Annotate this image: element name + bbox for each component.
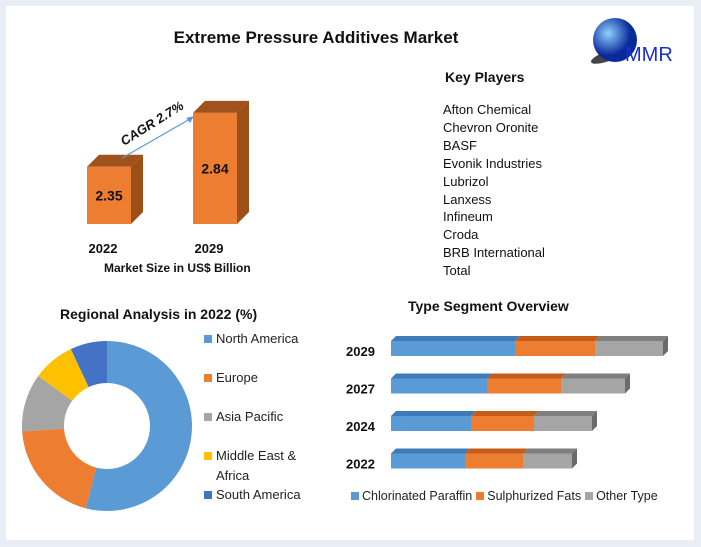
- bar-side: [237, 100, 249, 224]
- legend-swatch: [204, 413, 212, 421]
- cagr-arrow: [121, 118, 191, 159]
- segment-top: [534, 411, 597, 416]
- key-player-item: Croda: [443, 227, 479, 243]
- bar-end: [663, 336, 668, 356]
- page-title: Extreme Pressure Additives Market: [173, 28, 459, 47]
- svg-text:MMR: MMR: [625, 44, 673, 66]
- segment-chlorinated-paraffin: [391, 341, 515, 356]
- legend-item: Chlorinated Paraffin: [351, 489, 472, 503]
- type-segment-chart: 2029 2027 2024 2022: [346, 336, 668, 472]
- key-players-heading: Key Players: [445, 69, 525, 85]
- legend-swatch: [351, 492, 359, 500]
- legend-item: Europe: [204, 368, 324, 388]
- segment-sulphurized-fats: [487, 378, 561, 394]
- segment-chlorinated-paraffin: [391, 378, 487, 394]
- y-tick-label: 2022: [346, 457, 375, 472]
- donut-slice-middle-east-africa: [38, 349, 89, 401]
- segment-other-type: [534, 416, 592, 431]
- legend-swatch: [204, 374, 212, 382]
- key-player-item: Afton Chemical: [443, 102, 532, 117]
- legend-swatch: [476, 492, 485, 500]
- legend-item: Other Type: [585, 489, 658, 503]
- key-player-item: Lubrizol: [443, 173, 489, 189]
- legend-label: Chlorinated Paraffin: [362, 489, 473, 503]
- bar-end: [625, 373, 630, 394]
- bar-2022: [87, 166, 131, 224]
- legend-label: South America: [216, 487, 301, 502]
- segment-sulphurized-fats: [515, 341, 595, 356]
- mmr-logo: MMR: [588, 14, 688, 71]
- legend-swatch: [204, 335, 212, 343]
- segment-other-type: [523, 453, 572, 469]
- y-tick-label: 2024: [346, 419, 376, 434]
- legend-item: Sulphurized Fats: [476, 489, 581, 503]
- segment-top: [391, 448, 470, 454]
- infographic-card: Extreme Pressure Additives Market MMR 2.…: [6, 6, 694, 540]
- segment-top: [471, 411, 539, 416]
- legend-item: South America: [204, 485, 324, 505]
- segment-sulphurized-fats: [471, 416, 534, 431]
- key-player-item: Total: [443, 263, 471, 279]
- legend-swatch: [585, 492, 594, 500]
- legend-label: North America: [216, 331, 299, 346]
- type-segment-title: Type Segment Overview: [408, 298, 569, 314]
- bar-top: [87, 154, 143, 167]
- donut-slice-europe: [22, 428, 97, 509]
- legend-swatch: [204, 491, 212, 499]
- legend-label: Middle East & Africa: [216, 448, 297, 483]
- key-players-list: Afton Chemical Chevron Oronite BASF Evonik …: [443, 101, 545, 280]
- globe-icon: MMR: [590, 18, 673, 66]
- key-player-item: BASF: [443, 137, 477, 153]
- donut-slice-asia-pacific: [22, 376, 73, 432]
- segment-chlorinated-paraffin: [391, 416, 471, 431]
- bar-top: [193, 100, 249, 113]
- key-player-item: Chevron Oronite: [443, 119, 539, 135]
- segment-other-type: [561, 378, 625, 394]
- regional-legend: North America Europe Asia Pacific Middle Ea…: [204, 329, 324, 524]
- y-tick-label: 2027: [346, 382, 375, 397]
- donut-slice-south-america: [70, 341, 107, 388]
- x-tick-label: 2022: [89, 241, 118, 256]
- type-segment-legend: Chlorinated Paraffin Sulphurized Fats Othe…: [351, 489, 662, 503]
- bar-end: [572, 448, 577, 469]
- y-tick-label: 2029: [346, 344, 375, 359]
- legend-label: Other Type: [596, 489, 658, 503]
- bar-2029: [193, 112, 237, 224]
- key-player-item: BRB International: [443, 245, 545, 261]
- segment-top: [465, 448, 528, 454]
- segment-top: [391, 336, 520, 341]
- market-size-xlabel: Market Size in US$ Billion: [104, 261, 251, 275]
- segment-top: [391, 373, 492, 379]
- regional-donut-chart: [22, 341, 192, 511]
- legend-label: Sulphurized Fats: [487, 489, 582, 503]
- legend-item: North America: [204, 329, 324, 349]
- segment-top: [391, 411, 476, 416]
- regional-title: Regional Analysis in 2022 (%): [60, 306, 258, 322]
- key-player-item: Evonik Industries: [443, 155, 542, 171]
- legend-item: Middle East & Africa: [204, 446, 324, 485]
- key-player-item: Lanxess: [443, 191, 492, 207]
- segment-top: [523, 448, 577, 454]
- segment-top: [561, 373, 630, 379]
- arrow-head: [186, 116, 194, 123]
- legend-label: Europe: [216, 370, 258, 385]
- bar-side: [131, 154, 143, 224]
- segment-other-type: [595, 341, 663, 356]
- legend-label: Asia Pacific: [216, 409, 284, 424]
- donut-slice-north-america: [85, 341, 192, 511]
- legend-swatch: [204, 452, 212, 460]
- bar-end: [592, 411, 597, 431]
- bar-value-label: 2.84: [201, 160, 228, 176]
- segment-top: [515, 336, 600, 341]
- bar-value-label: 2.35: [95, 187, 122, 203]
- legend-item: Asia Pacific: [204, 407, 324, 427]
- segment-top: [595, 336, 668, 341]
- x-tick-label: 2029: [195, 241, 224, 256]
- segment-chlorinated-paraffin: [391, 453, 465, 469]
- segment-top: [487, 373, 566, 379]
- key-player-item: Infineum: [443, 209, 493, 225]
- segment-sulphurized-fats: [465, 453, 523, 469]
